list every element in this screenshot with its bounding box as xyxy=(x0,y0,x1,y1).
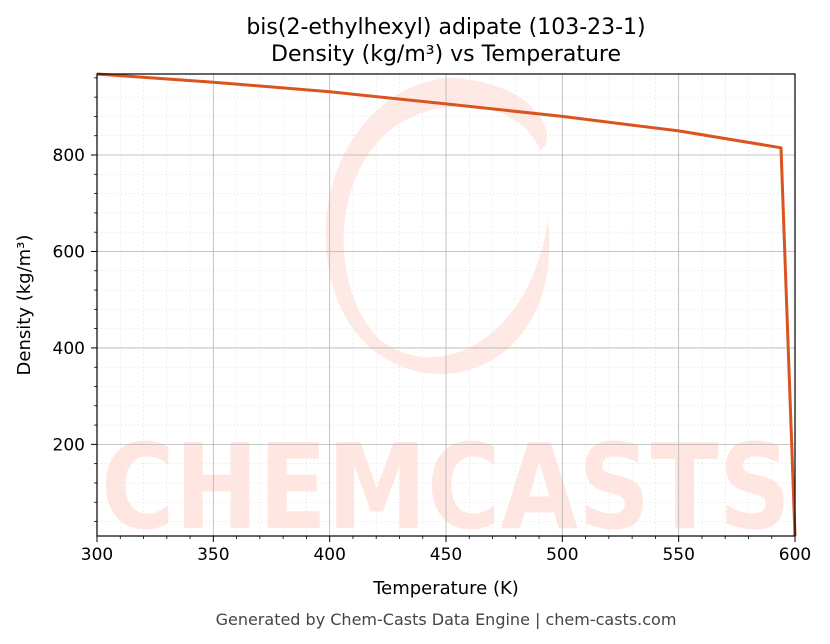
chart-subtitle: Density (kg/m³) vs Temperature xyxy=(271,42,621,67)
x-tick-label: 350 xyxy=(197,545,229,565)
axis-ticks: 300 350 400 450 500 550 600 200 400 600 800 xyxy=(53,77,811,565)
plot-frame xyxy=(96,73,796,537)
y-tick-label: 800 xyxy=(53,146,85,166)
x-axis-label: Temperature (K) xyxy=(372,578,519,599)
y-tick-label: 400 xyxy=(53,339,85,359)
x-tick-label: 600 xyxy=(779,545,811,565)
series-layer xyxy=(96,72,797,537)
x-tick-label: 300 xyxy=(81,545,113,565)
watermark-swirl-logo xyxy=(325,78,550,374)
chart-title: bis(2-ethylhexyl) adipate (103-23-1) xyxy=(246,15,645,40)
x-tick-label: 550 xyxy=(662,545,694,565)
x-tick-label: 400 xyxy=(313,545,345,565)
density-series-line xyxy=(96,72,797,537)
footer-credit: Generated by Chem-Casts Data Engine | ch… xyxy=(216,610,677,629)
y-tick-label: 200 xyxy=(53,435,85,455)
major-grid xyxy=(96,74,796,536)
x-tick-label: 500 xyxy=(546,545,578,565)
y-axis-label: Density (kg/m³) xyxy=(14,235,35,376)
x-tick-label: 450 xyxy=(430,545,462,565)
y-tick-label: 600 xyxy=(53,242,85,262)
